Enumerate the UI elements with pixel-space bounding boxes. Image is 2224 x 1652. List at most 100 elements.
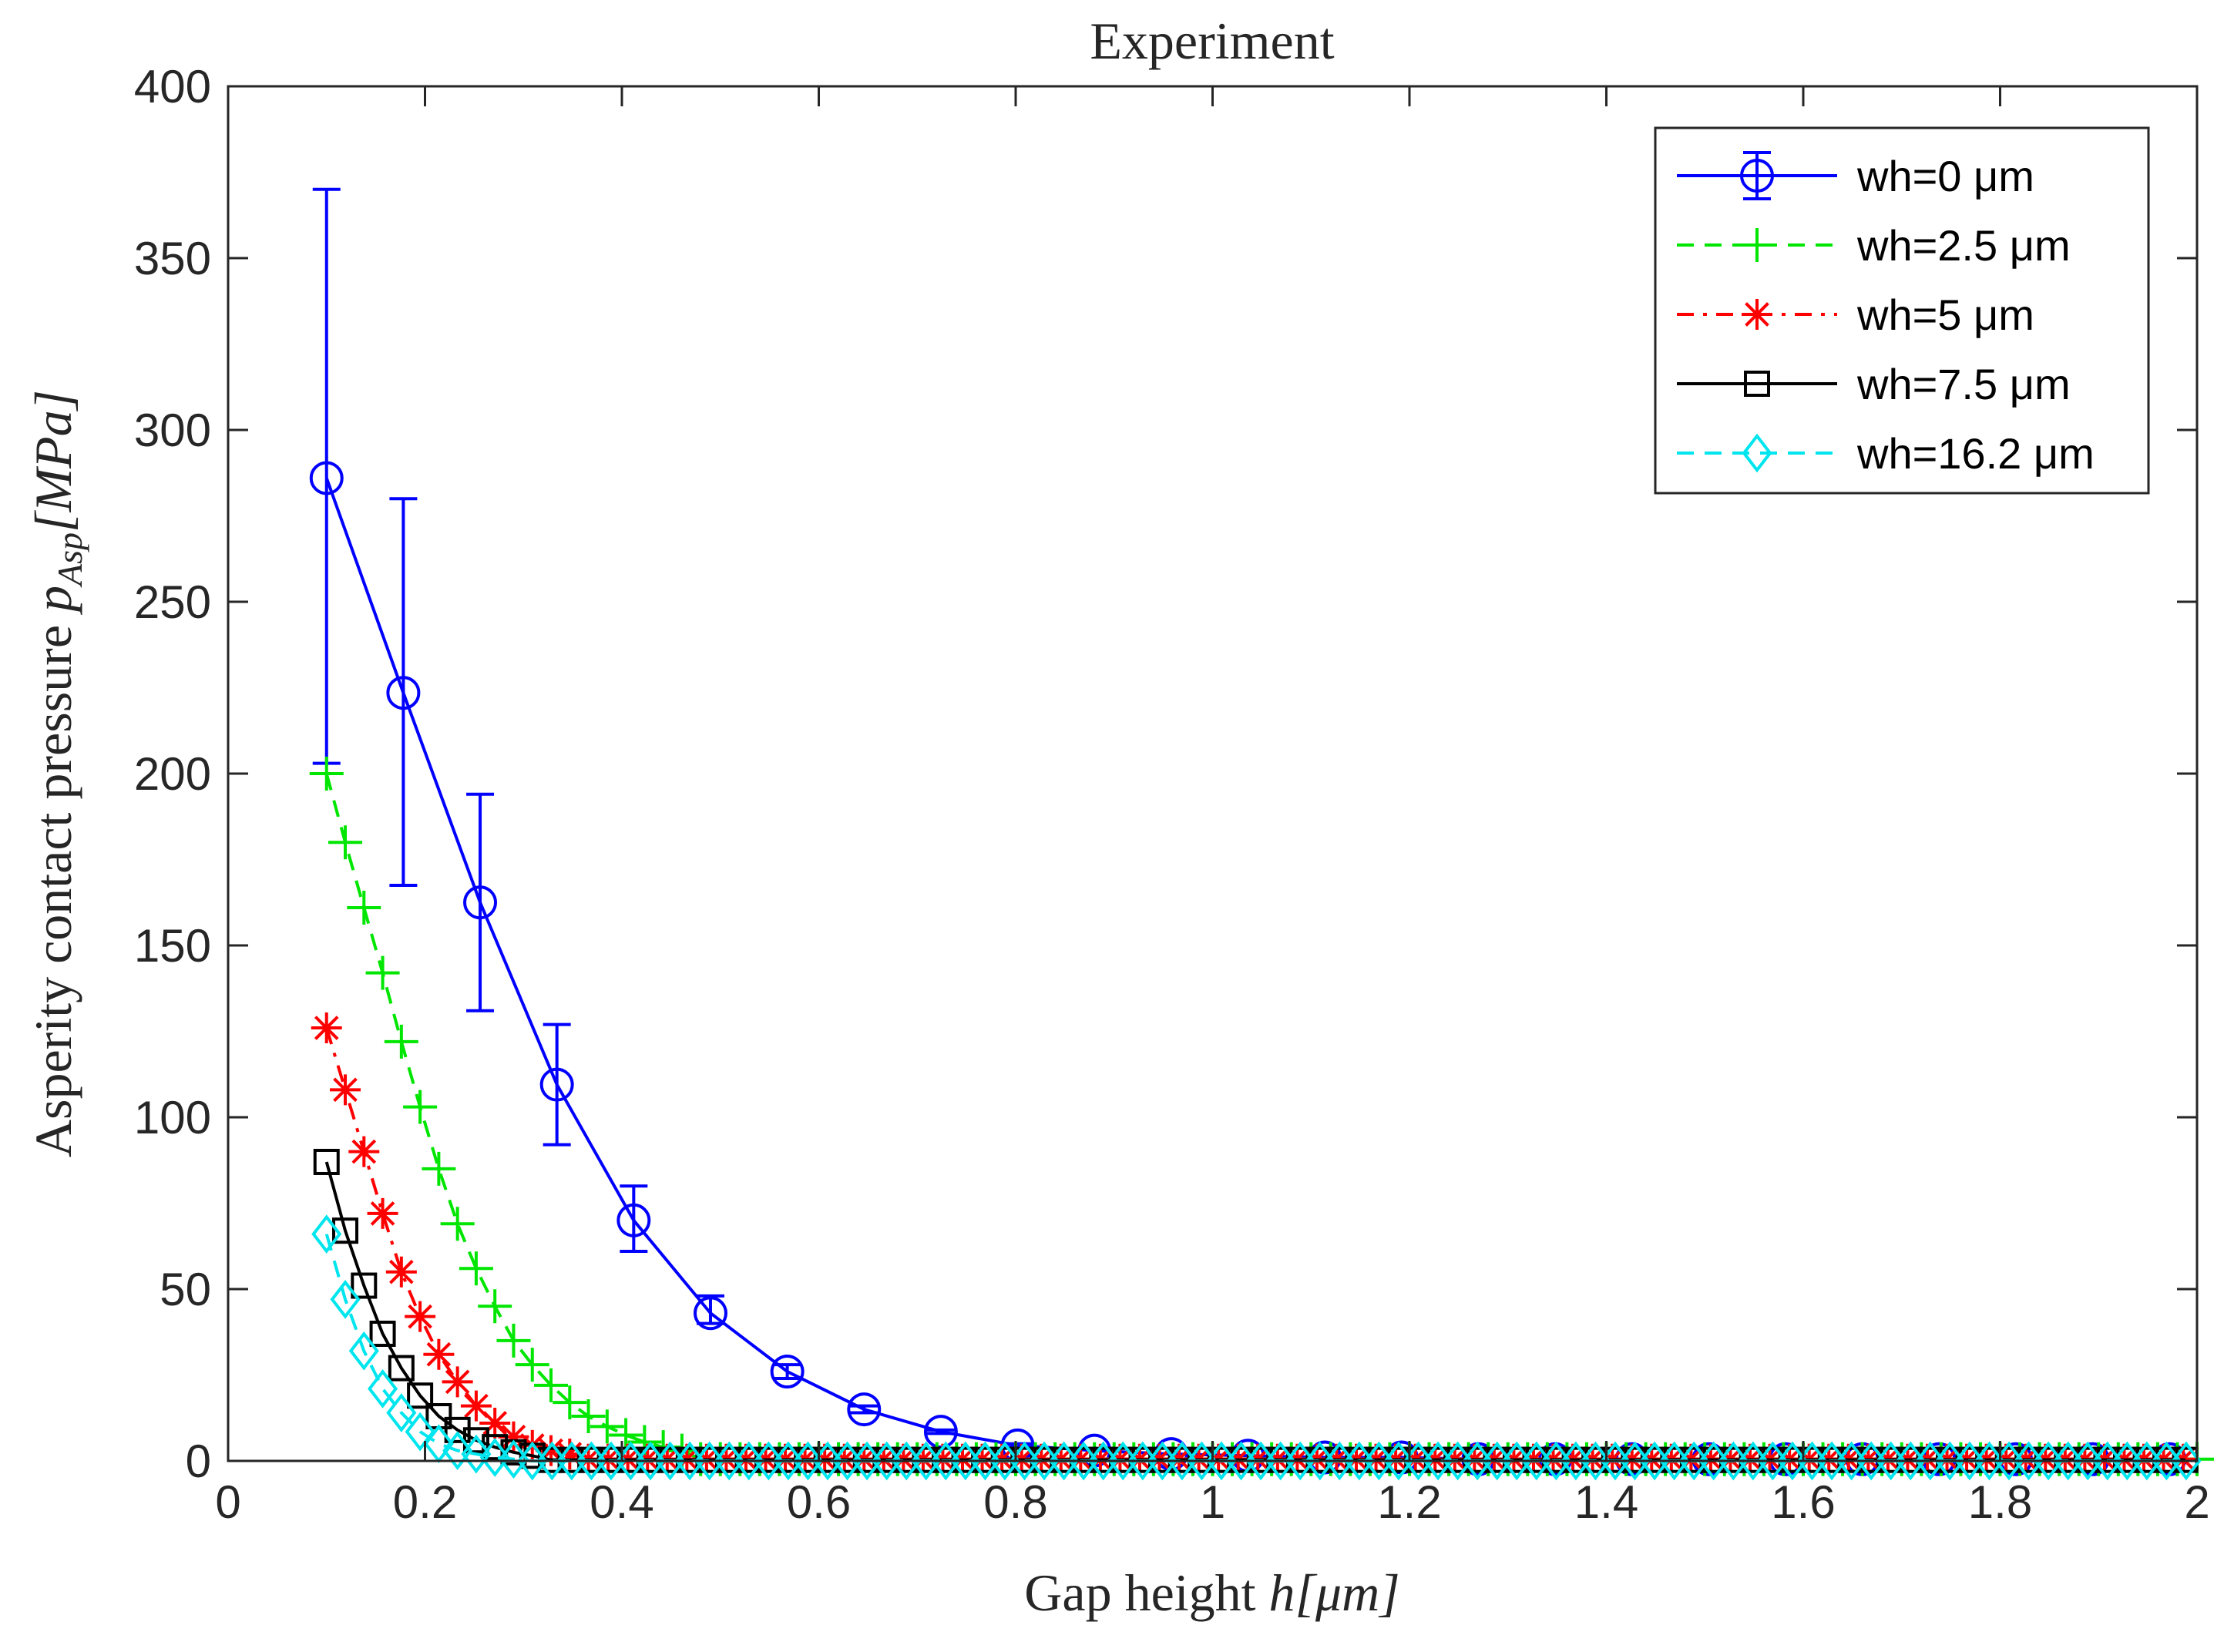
data-point (479, 1407, 511, 1439)
data-point (989, 1441, 1020, 1481)
data-point (459, 1251, 493, 1286)
data-point (460, 1390, 492, 1422)
data-point (368, 1368, 398, 1409)
data-point (1580, 1441, 1611, 1481)
data-point (734, 1441, 764, 1481)
data-point (1718, 1441, 1749, 1481)
y-tick-label: 150 (134, 920, 211, 972)
data-point (1482, 1441, 1513, 1481)
data-point (461, 1434, 492, 1474)
data-point (440, 1207, 475, 1241)
x-tick-label: 2 (2184, 1476, 2209, 1528)
data-point (1383, 1441, 1414, 1481)
data-point (367, 1197, 398, 1229)
data-point (332, 1217, 359, 1244)
x-tick-label: 0.4 (590, 1476, 653, 1528)
x-axis-title-math: h[μm] (1269, 1563, 1400, 1622)
data-point (714, 1441, 744, 1481)
y-axis-title-suffix: [MPa] (24, 390, 82, 532)
data-point (328, 825, 363, 860)
data-point (1521, 1441, 1552, 1481)
data-point (386, 676, 421, 710)
data-point (311, 1012, 342, 1044)
data-point (1639, 1441, 1670, 1481)
data-point (616, 1203, 651, 1237)
data-point (1344, 1441, 1375, 1481)
data-point (348, 1331, 379, 1371)
data-point (576, 1441, 606, 1481)
data-point (596, 1441, 627, 1481)
data-point (969, 1441, 1000, 1481)
data-point (423, 1338, 455, 1370)
data-point (405, 1301, 436, 1332)
data-point (422, 1151, 456, 1186)
error-bar (620, 1184, 648, 1253)
data-point (2151, 1441, 2182, 1481)
legend-box (1654, 126, 2150, 495)
data-point (891, 1441, 922, 1481)
y-tick-label: 50 (160, 1264, 211, 1315)
data-point (1029, 1441, 1060, 1481)
data-point (369, 1320, 396, 1347)
data-point (1560, 1441, 1591, 1481)
data-point (753, 1441, 784, 1481)
error-bar (466, 792, 495, 1012)
data-point (609, 1418, 643, 1452)
y-tick-label: 400 (134, 61, 211, 112)
data-point (498, 1439, 529, 1479)
data-point (1659, 1441, 1690, 1481)
data-point (463, 885, 498, 920)
data-point (534, 1368, 569, 1402)
legend-marker (1740, 159, 1774, 193)
data-point (852, 1441, 882, 1481)
data-point (1167, 1441, 1198, 1481)
data-point (635, 1441, 666, 1481)
data-point (571, 1399, 606, 1434)
x-tick-label: 1.2 (1377, 1476, 1441, 1528)
data-point (556, 1441, 587, 1481)
data-point (517, 1441, 548, 1481)
data-point (1816, 1441, 1847, 1481)
legend-entry-2: wh=5 μm (1677, 290, 2034, 339)
data-point (330, 1279, 361, 1319)
legend: wh=0 μm wh=2.5 μm wh=5 μm wh=7.5 μm wh=16.2 … (1654, 126, 2150, 495)
x-tick-label: 1.8 (1968, 1476, 2032, 1528)
y-tick-label: 0 (186, 1435, 211, 1487)
data-point (1836, 1441, 1867, 1481)
data-point (1698, 1441, 1729, 1481)
data-point (311, 1214, 342, 1254)
data-point (385, 1256, 417, 1288)
error-bar (773, 1363, 801, 1380)
legend-entry-0: wh=0 μm (1677, 151, 2034, 200)
data-point (347, 890, 381, 925)
x-axis-title-prefix: Gap height (1024, 1563, 1268, 1622)
data-point (1127, 1441, 1158, 1481)
legend-label: wh=16.2 μm (1856, 429, 2095, 478)
data-point (386, 1393, 417, 1432)
x-tick-label: 0.2 (393, 1476, 457, 1528)
data-point (2171, 1441, 2202, 1481)
data-point (462, 1427, 489, 1454)
data-point (554, 1439, 586, 1470)
legend-entry-1: wh=2.5 μm (1677, 221, 2071, 270)
data-point (1915, 1441, 1946, 1481)
data-point (1501, 1441, 1532, 1481)
data-point (2111, 1441, 2142, 1481)
y-axis-title: Asperity contact pressure pAsp[MPa] (24, 390, 89, 1157)
legend-marker (1742, 433, 1772, 473)
data-point (773, 1441, 804, 1481)
data-point (498, 1421, 529, 1452)
x-axis-title: Gap height h[μm] (1024, 1563, 1399, 1622)
legend-entry-4: wh=16.2 μm (1677, 429, 2095, 478)
data-point (1107, 1441, 1138, 1481)
data-point (832, 1441, 863, 1481)
data-point (1068, 1441, 1099, 1481)
x-tick-label: 1 (1200, 1476, 1225, 1528)
data-point (770, 1355, 805, 1389)
error-bar (543, 1022, 571, 1147)
y-tick-label: 350 (134, 233, 211, 284)
data-point (1423, 1441, 1453, 1481)
x-tick-label: 0 (215, 1476, 240, 1528)
y-tick-label: 250 (134, 576, 211, 628)
data-point (405, 1412, 435, 1452)
